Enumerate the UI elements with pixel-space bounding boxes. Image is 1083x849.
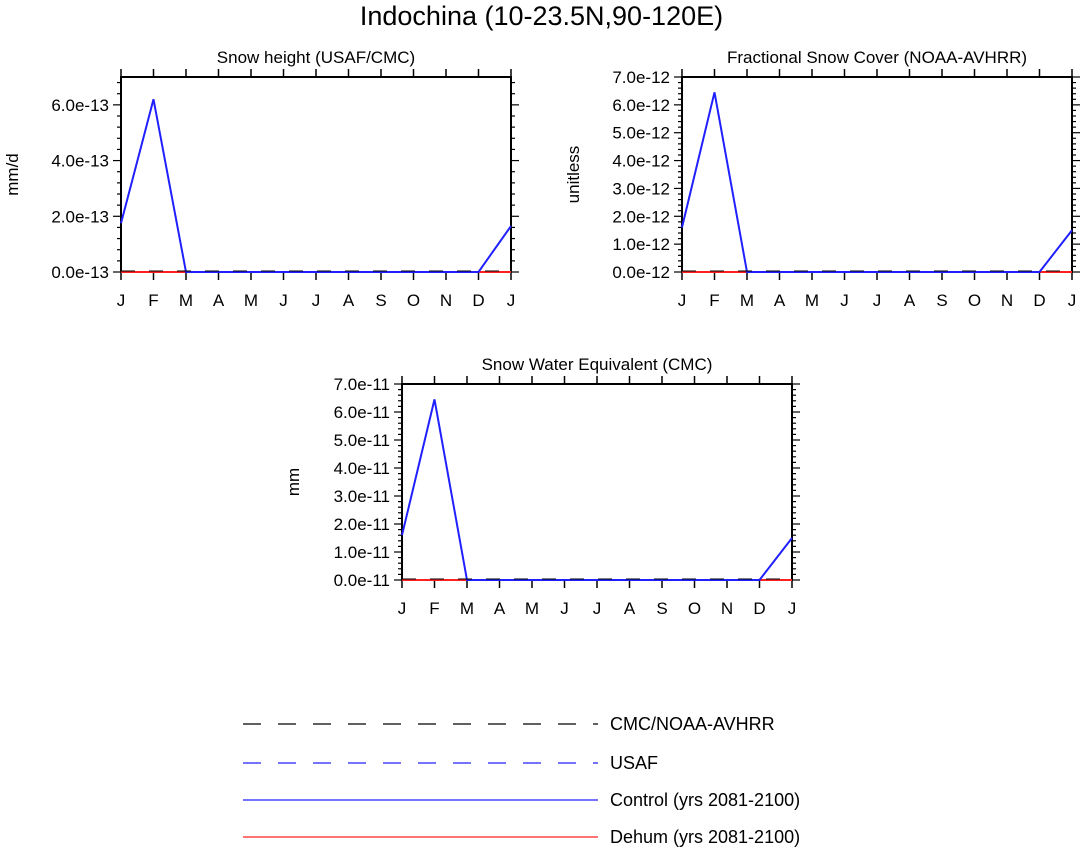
x-tick-label: J [788,599,797,618]
x-tick-label: D [753,599,765,618]
y-tick-label: 2.0e-13 [51,207,109,226]
legend-label: CMC/NOAA-AVHRR [610,714,775,734]
x-tick-label: J [840,291,849,310]
x-tick-label: A [904,291,916,310]
x-tick-label: J [873,291,882,310]
x-tick-label: J [593,599,602,618]
x-tick-label: J [117,291,126,310]
x-tick-label: J [398,599,407,618]
x-tick-label: F [709,291,719,310]
x-tick-label: M [179,291,193,310]
y-tick-label: 2.0e-12 [612,207,670,226]
x-tick-label: M [244,291,258,310]
legend-item: CMC/NOAA-AVHRR [243,714,775,734]
x-tick-label: A [494,599,506,618]
x-tick-label: O [407,291,420,310]
y-tick-label: 7.0e-11 [334,375,390,394]
x-tick-label: A [213,291,225,310]
y-axis-label: mm/d [3,153,22,196]
y-tick-label: 0.0e-12 [612,263,670,282]
y-tick-label: 6.0e-12 [612,96,670,115]
y-tick-label: 5.0e-12 [612,124,670,143]
series-line-control [401,399,793,581]
plot-frame [401,383,793,581]
y-axis-label: unitless [564,146,583,204]
y-tick-label: 7.0e-12 [612,68,670,87]
x-tick-label: M [805,291,819,310]
x-tick-label: J [279,291,288,310]
panel-title: Snow Water Equivalent (CMC) [482,355,713,374]
x-tick-label: N [440,291,452,310]
y-tick-label: 4.0e-11 [334,459,390,478]
y-tick-label: 4.0e-13 [51,152,109,171]
legend-label: Control (yrs 2081-2100) [610,790,800,810]
y-tick-label: 0.0e-11 [334,571,390,590]
series-line-control [681,92,1073,273]
y-tick-label: 1.0e-12 [612,235,670,254]
x-tick-label: J [507,291,516,310]
x-tick-label: F [429,599,439,618]
x-tick-label: J [560,599,569,618]
x-tick-label: O [968,291,981,310]
panel-title: Fractional Snow Cover (NOAA-AVHRR) [727,48,1027,67]
x-tick-label: M [525,599,539,618]
x-tick-label: N [1001,291,1013,310]
x-tick-label: M [460,599,474,618]
y-tick-label: 6.0e-13 [51,96,109,115]
y-axis-label: mm [284,468,303,496]
plot-frame [681,76,1073,273]
y-tick-label: 3.0e-11 [334,487,390,506]
x-tick-label: A [774,291,786,310]
x-tick-label: F [148,291,158,310]
legend-label: Dehum (yrs 2081-2100) [610,827,800,847]
panel-1: Snow height (USAF/CMC)mm/dJ F M A M J J A S O N D J0… [3,48,519,310]
legend-item: Control (yrs 2081-2100) [243,790,800,810]
y-tick-label: 3.0e-12 [612,179,670,198]
legend-label: USAF [610,753,658,773]
x-tick-label: J [312,291,321,310]
y-tick-label: 4.0e-12 [612,152,670,171]
x-tick-label: M [740,291,754,310]
x-tick-label: A [624,599,636,618]
x-tick-label: S [656,599,667,618]
y-tick-label: 5.0e-11 [334,431,390,450]
legend-item: USAF [243,753,658,773]
panel-2: Fractional Snow Cover (NOAA-AVHRR) unitle… [564,48,1080,310]
x-tick-label: D [472,291,484,310]
panel-3: Snow Water Equivalent (CMC)mmJ F M A M J J A S O N… [284,355,800,618]
x-tick-label: J [1068,291,1077,310]
x-tick-label: S [936,291,947,310]
x-tick-label: D [1033,291,1045,310]
series-line-control [120,99,512,273]
y-tick-label: 0.0e-13 [51,263,109,282]
x-tick-label: J [678,291,687,310]
x-tick-label: A [343,291,355,310]
figure-title: Indochina (10-23.5N,90-120E) [359,1,724,31]
x-tick-label: O [688,599,701,618]
y-tick-label: 6.0e-11 [334,403,390,422]
legend-item: Dehum (yrs 2081-2100) [243,827,800,847]
y-tick-label: 1.0e-11 [334,543,390,562]
x-tick-label: N [721,599,733,618]
legend: CMC/NOAA-AVHRR USAF Control (yrs 2081-2100… [243,714,800,847]
y-tick-label: 2.0e-11 [334,515,390,534]
panel-title: Snow height (USAF/CMC) [217,48,415,67]
x-tick-label: S [375,291,386,310]
